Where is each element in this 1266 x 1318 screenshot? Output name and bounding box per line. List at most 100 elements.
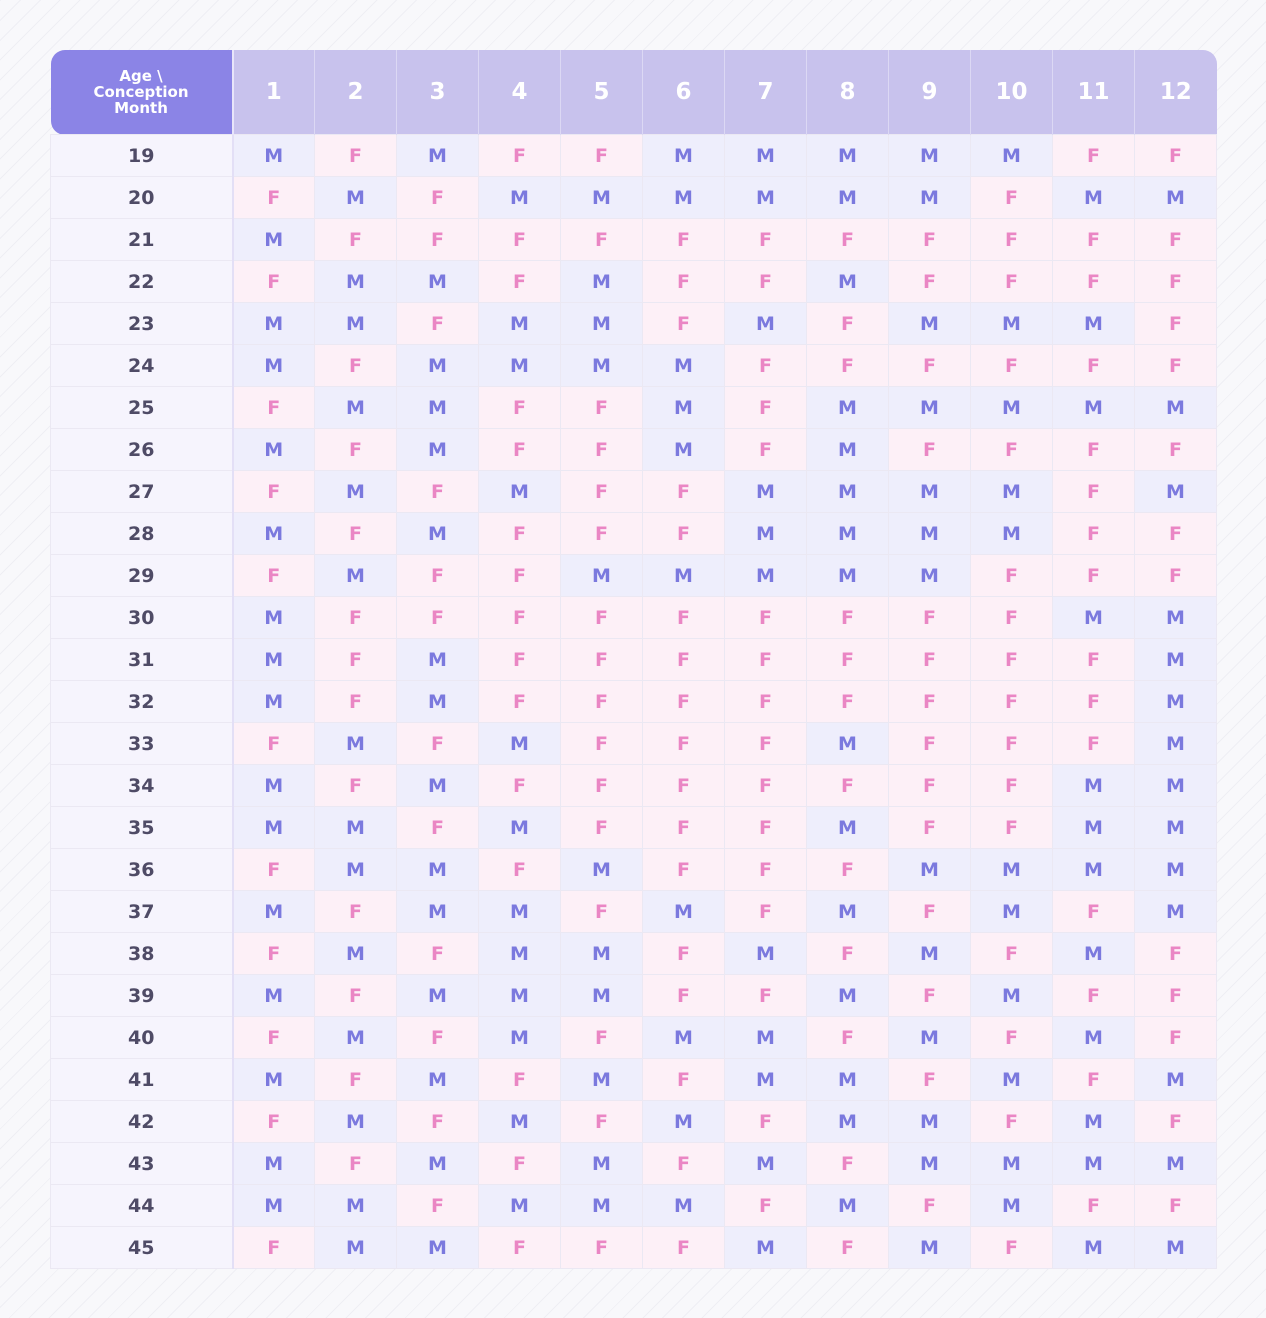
cell-male: M [724, 1142, 807, 1185]
cell-male: M [724, 512, 807, 555]
cell-male: M [232, 890, 315, 933]
month-header: 11 [1052, 50, 1135, 135]
cell-female: F [1134, 1184, 1217, 1227]
cell-female: F [642, 470, 725, 513]
gender-prediction-chart: Age \ Conception Month 1 2 3 4 5 6 7 8 9 10 11 12 1… [50, 50, 1217, 1269]
cell-female: F [642, 1226, 725, 1269]
cell-female: F [478, 428, 561, 471]
cell-male: M [396, 428, 479, 471]
cell-female: F [888, 260, 971, 303]
cell-female: F [806, 932, 889, 975]
cell-male: M [478, 974, 561, 1017]
age-label: 45 [50, 1226, 234, 1269]
cell-male: M [232, 1142, 315, 1185]
table-row: 43 M F M F M F M F M M M M [50, 1142, 1217, 1185]
cell-female: F [232, 848, 315, 891]
cell-male: M [232, 1058, 315, 1101]
cell-male: M [970, 512, 1053, 555]
age-label: 35 [50, 806, 234, 849]
cell-female: F [888, 428, 971, 471]
cell-male: M [314, 1226, 397, 1269]
cell-female: F [724, 218, 807, 261]
cell-male: M [1134, 638, 1217, 681]
table-row: 42 F M F M F M F M M F M F [50, 1100, 1217, 1143]
corner-label-line: Conception [93, 83, 189, 101]
cell-female: F [724, 806, 807, 849]
cell-female: F [396, 218, 479, 261]
cell-female: F [1052, 260, 1135, 303]
cell-male: M [478, 806, 561, 849]
cell-female: F [1052, 974, 1135, 1017]
cell-male: M [396, 1226, 479, 1269]
cell-female: F [478, 512, 561, 555]
cell-male: M [560, 1058, 643, 1101]
table-row: 19 M F M F F M M M M M F F [50, 134, 1217, 177]
cell-female: F [314, 764, 397, 807]
cell-female: F [724, 1184, 807, 1227]
cell-male: M [1134, 806, 1217, 849]
table-row: 33 F M F M F F F M F F F M [50, 722, 1217, 765]
cell-male: M [724, 932, 807, 975]
gender-table: Age \ Conception Month 1 2 3 4 5 6 7 8 9 10 11 12 1… [50, 50, 1217, 1269]
table-row: 31 M F M F F F F F F F F M [50, 638, 1217, 681]
cell-female: F [396, 176, 479, 219]
cell-male: M [1134, 890, 1217, 933]
cell-female: F [642, 806, 725, 849]
cell-female: F [642, 260, 725, 303]
cell-male: M [724, 470, 807, 513]
cell-male: M [478, 344, 561, 387]
cell-female: F [1134, 554, 1217, 597]
cell-male: M [396, 680, 479, 723]
cell-male: M [396, 974, 479, 1017]
cell-male: M [232, 428, 315, 471]
cell-female: F [970, 596, 1053, 639]
cell-male: M [888, 176, 971, 219]
table-body: 19 M F M F F M M M M M F F 20 F M F M M M M M M F M M 21 M F F F F F F F F F… [50, 134, 1217, 1269]
age-label: 19 [50, 134, 234, 177]
cell-male: M [396, 1142, 479, 1185]
cell-male: M [970, 1184, 1053, 1227]
cell-female: F [478, 260, 561, 303]
cell-male: M [232, 764, 315, 807]
table-row: 27 F M F M F F M M M M F M [50, 470, 1217, 513]
cell-female: F [478, 1058, 561, 1101]
month-header: 2 [314, 50, 397, 135]
cell-male: M [478, 722, 561, 765]
cell-female: F [478, 596, 561, 639]
cell-male: M [970, 134, 1053, 177]
table-row: 39 M F M M M F F M F M F F [50, 974, 1217, 1017]
cell-female: F [560, 1100, 643, 1143]
age-label: 24 [50, 344, 234, 387]
cell-male: M [642, 554, 725, 597]
age-label: 44 [50, 1184, 234, 1227]
cell-male: M [232, 512, 315, 555]
cell-female: F [1052, 680, 1135, 723]
cell-female: F [1052, 344, 1135, 387]
cell-female: F [970, 932, 1053, 975]
age-label: 40 [50, 1016, 234, 1059]
cell-male: M [724, 1226, 807, 1269]
month-header: 12 [1134, 50, 1217, 135]
cell-male: M [806, 554, 889, 597]
cell-female: F [724, 638, 807, 681]
cell-male: M [806, 1058, 889, 1101]
age-label: 43 [50, 1142, 234, 1185]
cell-female: F [1052, 890, 1135, 933]
cell-male: M [806, 1184, 889, 1227]
month-header: 9 [888, 50, 971, 135]
table-row: 40 F M F M F M M F M F M F [50, 1016, 1217, 1059]
cell-male: M [560, 554, 643, 597]
cell-male: M [232, 302, 315, 345]
cell-female: F [560, 680, 643, 723]
cell-female: F [806, 1142, 889, 1185]
table-row: 25 F M M F F M F M M M M M [50, 386, 1217, 429]
cell-male: M [232, 218, 315, 261]
cell-female: F [1052, 1184, 1135, 1227]
cell-male: M [970, 470, 1053, 513]
cell-male: M [478, 1184, 561, 1227]
cell-female: F [560, 806, 643, 849]
table-row: 35 M M F M F F F M F F M M [50, 806, 1217, 849]
cell-female: F [724, 890, 807, 933]
cell-female: F [560, 428, 643, 471]
cell-female: F [314, 596, 397, 639]
